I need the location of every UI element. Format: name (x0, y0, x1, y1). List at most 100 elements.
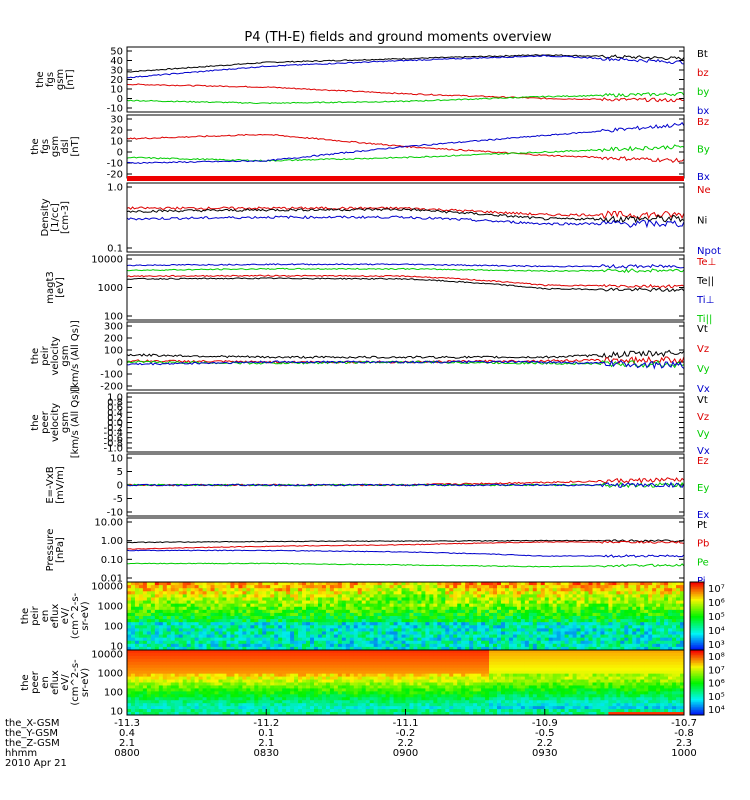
spectrogram-cell (202, 679, 208, 683)
spectrogram-cell (154, 685, 160, 689)
spectrogram-cell (154, 594, 160, 598)
spectrogram-cell (465, 628, 470, 632)
spectrogram-cell (409, 628, 414, 632)
spectrogram-cell (182, 658, 188, 663)
spectrogram-cell (568, 609, 574, 614)
spectrogram-cell (166, 628, 172, 632)
spectrogram-cell (182, 616, 188, 620)
spectrogram-cell (170, 628, 176, 632)
spectrogram-cell (497, 625, 502, 629)
spectrogram-cell (262, 609, 267, 614)
spectrogram-cell (409, 646, 414, 651)
spectrogram-cell (385, 673, 391, 678)
spectrogram-cell (262, 646, 267, 651)
spectrogram-cell (214, 655, 220, 660)
spectrogram-cell (313, 664, 319, 669)
spectrogram-cell (294, 703, 299, 707)
spectrogram-cell (385, 670, 391, 675)
spectrogram-cell (341, 703, 347, 707)
spectrogram-cell (389, 658, 395, 663)
spectrogram-cell (349, 664, 355, 669)
spectrogram-cell (154, 679, 160, 683)
spectrogram-cell (429, 591, 434, 595)
spectrogram-cell (266, 697, 271, 701)
spectrogram-cell (130, 673, 136, 678)
spectrogram-cell (504, 588, 510, 592)
spectrogram-cell (552, 631, 558, 636)
spectrogram-cell (298, 646, 303, 651)
spectrogram-cell (162, 634, 168, 639)
spectrogram-cell (282, 597, 287, 602)
spectrogram-cell (656, 646, 661, 651)
spectrogram-cell (194, 588, 200, 592)
spectrogram-cell (556, 634, 562, 639)
spectrogram-cell (186, 582, 192, 586)
spectrogram-cell (528, 585, 534, 589)
spectrogram-cell (202, 712, 208, 716)
spectrogram-cell (313, 703, 319, 707)
spectrogram-cell (576, 640, 582, 645)
spectrogram-cell (612, 591, 617, 595)
spectrogram-cell (548, 634, 554, 639)
spectrogram-cell (588, 585, 593, 589)
spectrogram-cell (222, 597, 227, 602)
spectrogram-cell (500, 585, 506, 589)
ylabel-line: [mV/m] (55, 466, 66, 504)
spectrogram-cell (680, 622, 685, 626)
spectrogram-cell (620, 582, 625, 586)
spectrogram-cell (349, 582, 355, 586)
spectrogram-cell (465, 585, 470, 589)
spectrogram-cell (453, 634, 458, 639)
spectrogram-cell (270, 631, 275, 636)
spectrogram-cell (266, 709, 271, 713)
spectrogram-cell (604, 628, 609, 632)
spectrogram-cell (278, 582, 283, 586)
spectrogram-cell (508, 606, 514, 611)
spectrogram-cell (274, 709, 279, 713)
spectrogram-cell (333, 667, 339, 672)
spectrogram-cell (321, 700, 327, 704)
spectrogram-cell (218, 619, 223, 623)
spectrogram-cell (262, 643, 267, 648)
spectrogram-cell (341, 658, 347, 663)
spectrogram-cell (584, 643, 590, 648)
spectrogram-cell (150, 625, 156, 629)
ylabel-line: E=-VxB (45, 466, 56, 503)
spectrogram-cell (429, 612, 434, 617)
spectrogram-cell (258, 643, 263, 648)
spectrogram-cell (146, 703, 152, 707)
spectrogram-cell (341, 585, 347, 589)
spectrogram-cell (369, 588, 375, 592)
spectrogram-cell (385, 679, 391, 683)
spectrogram-cell (417, 646, 422, 651)
spectrogram-cell (310, 606, 315, 611)
spectrogram-cell (190, 591, 196, 595)
spectrogram-cell (210, 612, 216, 617)
spectrogram-cell (162, 664, 168, 669)
spectrogram-cell (461, 591, 466, 595)
spectrogram-cell (194, 652, 200, 657)
spectrogram-cell (393, 585, 399, 589)
spectrogram-cell (369, 712, 375, 716)
spectrogram-cell (357, 667, 363, 672)
spectrogram-cell (640, 606, 645, 611)
spectrogram-cell (413, 685, 418, 689)
spectrogram-cell (317, 582, 323, 586)
spectrogram-cell (138, 597, 144, 602)
spectrogram-cell (504, 609, 510, 614)
spectrogram-cell (532, 643, 538, 648)
spectrogram-cell (596, 588, 601, 592)
spectrogram-cell (218, 612, 223, 617)
spectrogram-cell (142, 670, 148, 675)
spectrogram-cell (349, 661, 355, 666)
spectrogram-cell (405, 625, 410, 629)
spectrogram-cell (616, 600, 621, 605)
series-line-By (126, 144, 685, 162)
spectrogram-cell (664, 603, 669, 608)
spectrogram-cell (520, 634, 526, 639)
spectrogram-cell (262, 591, 267, 595)
spectrogram-cell (664, 619, 669, 623)
spectrogram-cell (317, 650, 323, 654)
spectrogram-cell (202, 625, 208, 629)
spectrogram-cell (401, 703, 406, 707)
